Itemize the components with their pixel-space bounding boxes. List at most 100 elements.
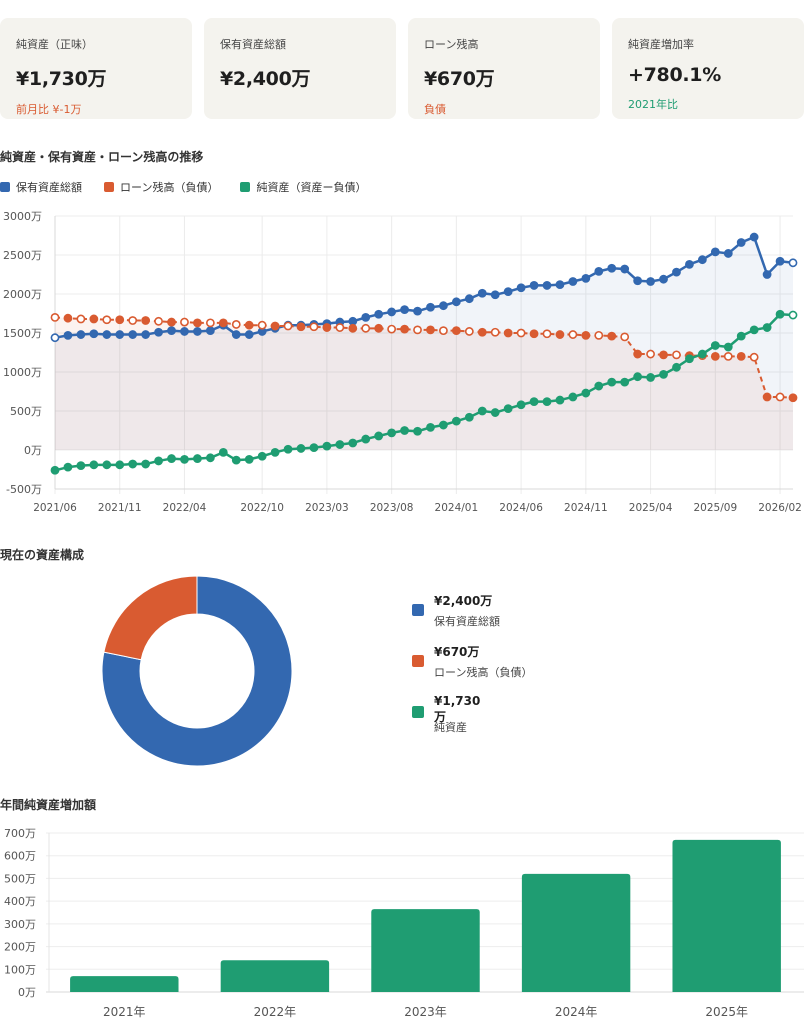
point-net (788, 310, 798, 320)
point-loan (296, 322, 306, 332)
point-loan (659, 350, 668, 360)
legend-item-loan[interactable]: ローン残高（負債） (104, 179, 218, 195)
point-net (193, 454, 202, 463)
point-asset (205, 326, 215, 336)
point-asset (167, 326, 176, 336)
point-net (361, 434, 371, 444)
x-tick-label: 2023/03 (305, 502, 349, 514)
donut-legend-label: 純資産 (434, 721, 467, 734)
x-tick-label: 2023/08 (370, 502, 414, 514)
point-net (633, 372, 643, 382)
kpi-value: ¥1,730万 (16, 68, 107, 90)
point-net (309, 443, 319, 453)
point-loan (672, 350, 681, 360)
x-tick-label: 2021年 (103, 1005, 146, 1019)
kpi-value: +780.1% (628, 64, 721, 86)
donut-chart (101, 575, 293, 767)
point-net (659, 369, 668, 379)
bar (70, 976, 179, 992)
point-asset (775, 256, 785, 266)
point-loan (205, 318, 215, 328)
legend-item-net[interactable]: 純資産（資産ー負債） (240, 179, 366, 195)
x-tick-label: 2026/02 (758, 502, 802, 514)
y-tick-label: 0万 (24, 444, 42, 457)
point-asset (244, 330, 254, 339)
kpi-card-net-worth: 純資産（正味） ¥1,730万 前月比 ¥-1万 (0, 18, 192, 119)
point-loan (788, 393, 798, 403)
point-net (775, 309, 785, 319)
bar (672, 839, 781, 992)
point-asset (749, 232, 759, 242)
point-loan (270, 321, 280, 331)
x-tick-label: 2022年 (254, 1005, 297, 1019)
bar (521, 873, 631, 992)
point-asset (387, 307, 397, 317)
point-loan (477, 327, 487, 337)
point-net (76, 461, 86, 470)
point-loan (193, 318, 202, 328)
point-net (516, 400, 526, 410)
point-loan (568, 330, 578, 339)
point-loan (762, 392, 772, 402)
kpi-card-growth-rate: 純資産増加率 +780.1% 2021年比 (612, 18, 804, 119)
point-net (244, 454, 254, 464)
point-loan (723, 351, 733, 361)
point-loan (529, 329, 539, 339)
kpi-label: ローン残高 (424, 38, 479, 51)
point-asset (516, 283, 526, 293)
point-asset (633, 276, 643, 286)
point-net (270, 447, 280, 457)
point-loan (180, 317, 189, 327)
point-net (503, 404, 513, 414)
bar (220, 960, 330, 992)
point-loan (63, 313, 73, 323)
donut-legend: ¥2,400万 保有資産総額 ¥670万 ローン残高（負債） ¥1,730万 純… (412, 592, 544, 749)
donut-legend-label: 保有資産総額 (434, 615, 500, 628)
point-net (387, 428, 397, 438)
donut-chart-title: 現在の資産構成 (0, 548, 85, 562)
point-asset (50, 333, 60, 343)
point-asset (426, 302, 435, 312)
y-tick-label: 500万 (4, 872, 36, 885)
x-tick-label: 2023年 (404, 1005, 447, 1019)
x-tick-label: 2025/04 (629, 502, 673, 514)
point-asset (89, 329, 99, 339)
point-loan (775, 392, 785, 402)
bar-chart: 0万 100万 200万 300万 400万 500万 600万 700万 2021年 2022年… (4, 827, 804, 1019)
point-net (63, 462, 73, 472)
point-net (89, 460, 99, 470)
y-tick-label: 100万 (4, 963, 36, 976)
point-asset (413, 306, 422, 316)
point-loan (646, 349, 655, 359)
point-net (400, 426, 409, 435)
x-tick-label: 2021/11 (98, 502, 142, 514)
donut-legend-item-asset[interactable]: ¥2,400万 保有資産総額 (412, 592, 544, 629)
point-asset (180, 327, 189, 336)
point-net (167, 454, 176, 463)
point-loan (426, 325, 435, 335)
point-net (620, 377, 630, 387)
point-loan (749, 352, 759, 362)
legend-item-asset[interactable]: 保有資産総額 (0, 179, 82, 195)
point-asset (710, 247, 720, 257)
point-net (322, 441, 332, 451)
point-loan (439, 326, 448, 336)
point-asset (477, 288, 487, 298)
point-asset (63, 330, 73, 340)
point-asset (374, 309, 384, 319)
donut-legend-item-net[interactable]: ¥1,730万 純資産 (412, 694, 544, 735)
donut-legend-item-loan[interactable]: ¥670万 ローン残高（負債） (412, 643, 544, 680)
kpi-label: 純資産（正味） (16, 38, 93, 51)
point-loan (102, 315, 112, 325)
point-net (568, 392, 578, 402)
donut-legend-value: ¥1,730万 (434, 694, 481, 724)
point-asset (568, 277, 578, 286)
x-tick-label: 2024/01 (435, 502, 479, 514)
point-loan (503, 328, 513, 338)
point-loan (633, 349, 643, 359)
point-asset (685, 259, 694, 269)
x-tick-label: 2022/10 (240, 502, 284, 514)
legend-swatch (0, 182, 10, 192)
point-loan (89, 314, 99, 324)
point-loan (451, 326, 461, 336)
